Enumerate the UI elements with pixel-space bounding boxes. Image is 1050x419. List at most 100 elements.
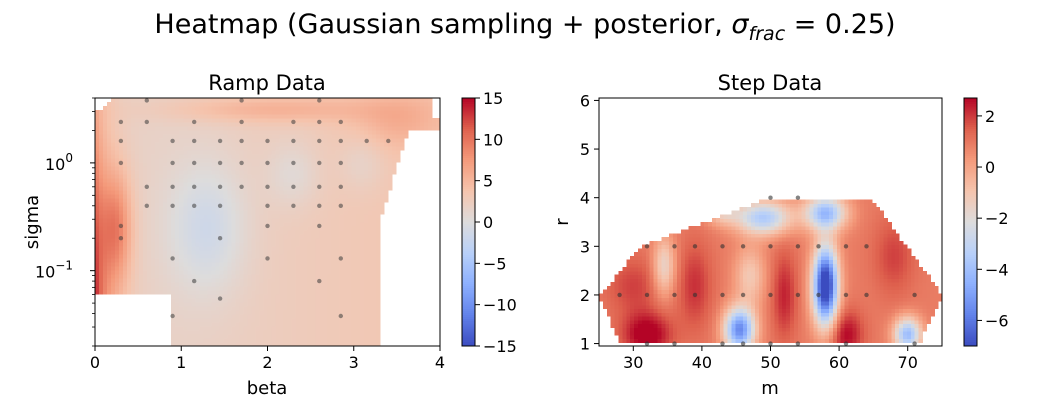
step-sample-point — [644, 341, 650, 346]
step-x-ticks: 30 40 50 60 70 — [623, 346, 918, 372]
ramp-sample-point — [239, 98, 244, 103]
ramp-title: Ramp Data — [208, 71, 326, 95]
ramp-sample-point — [192, 119, 197, 125]
ramp-x-ticks: 0 1 2 3 4 — [90, 346, 445, 372]
step-heatmap — [599, 199, 943, 343]
ramp-sample-point — [317, 184, 322, 189]
ramp-sample-point — [291, 203, 296, 208]
step-y-tick-label: 5 — [580, 140, 590, 159]
ramp-sample-point — [265, 138, 270, 144]
ramp-sample-point — [317, 203, 322, 208]
step-y-tick-label: 4 — [580, 189, 590, 208]
ramp-sample-point — [118, 138, 124, 144]
ramp-sample-point — [317, 160, 322, 166]
step-y-ticks: 1 2 3 4 5 6 — [580, 91, 599, 354]
ramp-sample-point — [317, 278, 322, 284]
ramp-sample-point — [144, 119, 149, 125]
step-sample-point — [692, 292, 698, 298]
step-sample-point — [740, 292, 746, 298]
step-sample-point — [692, 244, 698, 249]
ramp-sample-point — [217, 138, 223, 144]
step-sample-point — [768, 292, 773, 298]
step-sample-point — [644, 244, 650, 249]
ramp-sample-point — [338, 160, 343, 166]
ramp-colorbar-tick-label: 5 — [483, 172, 493, 191]
ramp-x-label: beta — [247, 378, 288, 399]
step-panel: Step Data 30 40 50 60 70 1 2 3 4 5 6 m r 2 0 −2 −4 −6 — [552, 71, 1009, 399]
ramp-sample-point — [239, 160, 244, 166]
ramp-sample-point — [192, 138, 197, 144]
step-sample-point — [795, 341, 801, 346]
step-sample-point — [768, 341, 773, 346]
step-sample-point — [644, 292, 650, 298]
ramp-sample-point — [170, 160, 175, 166]
step-sample-point — [864, 292, 869, 298]
step-sample-point — [843, 341, 849, 346]
figure-title: Heatmap (Gaussian sampling + posterior, … — [154, 9, 895, 45]
ramp-sample-point — [338, 138, 343, 144]
step-sample-point — [795, 244, 801, 249]
ramp-sample-point — [317, 138, 322, 144]
step-sample-point — [617, 292, 622, 298]
step-sample-point — [740, 341, 746, 346]
step-x-tick-label: 40 — [692, 353, 712, 372]
ramp-sample-point — [239, 138, 244, 144]
ramp-sample-point — [118, 119, 124, 125]
ramp-sample-point — [192, 203, 197, 208]
ramp-sample-point — [386, 138, 391, 144]
ramp-sample-point — [144, 184, 149, 189]
step-colorbar-tick-label: −4 — [985, 260, 1009, 279]
ramp-sample-point — [144, 203, 149, 208]
ramp-y-tick-label: 10−1 — [35, 259, 73, 282]
ramp-x-tick-label: 2 — [262, 353, 272, 372]
step-y-tick-label: 6 — [580, 91, 590, 110]
step-sample-point — [740, 244, 746, 249]
ramp-sample-point — [118, 236, 124, 241]
step-x-tick-label: 50 — [760, 353, 780, 372]
ramp-sample-point — [217, 184, 223, 189]
ramp-sample-point — [170, 203, 175, 208]
ramp-sample-point — [291, 119, 296, 125]
step-sample-point — [672, 341, 677, 346]
step-x-tick-label: 70 — [898, 353, 918, 372]
ramp-sample-point — [265, 203, 270, 208]
step-colorbar: 2 0 −2 −4 −6 — [963, 97, 1009, 347]
step-title: Step Data — [718, 71, 823, 95]
ramp-sample-point — [170, 313, 175, 319]
ramp-colorbar-tick-label: 15 — [483, 89, 503, 108]
ramp-colorbar-tick-label: 10 — [483, 130, 503, 149]
step-sample-point — [843, 244, 849, 249]
ramp-sample-point — [338, 119, 343, 125]
ramp-x-tick-label: 3 — [349, 353, 359, 372]
ramp-sample-point — [217, 296, 223, 301]
step-sample-point — [768, 244, 773, 249]
ramp-x-tick-label: 0 — [90, 353, 100, 372]
ramp-sample-point — [265, 256, 270, 261]
ramp-sample-point — [217, 160, 223, 166]
ramp-sample-point — [170, 184, 175, 189]
ramp-sample-point — [265, 223, 270, 229]
ramp-y-label: sigma — [22, 195, 43, 249]
step-colorbar-tick-label: 0 — [985, 158, 995, 177]
ramp-sample-point — [239, 119, 244, 125]
step-sample-point — [795, 195, 801, 200]
ramp-sample-point — [338, 313, 343, 319]
step-x-tick-label: 30 — [623, 353, 643, 372]
ramp-sample-point — [118, 223, 124, 229]
step-x-label: m — [761, 378, 779, 399]
step-sample-point — [720, 341, 725, 346]
step-colorbar-tick-label: −6 — [985, 311, 1009, 330]
step-y-tick-label: 3 — [580, 237, 590, 256]
ramp-y-tick-label: 100 — [45, 151, 73, 174]
ramp-colorbar-tick-label: −10 — [483, 296, 517, 315]
ramp-x-tick-label: 4 — [435, 353, 445, 372]
step-x-tick-label: 60 — [829, 353, 849, 372]
step-sample-point — [843, 292, 849, 298]
step-sample-point — [672, 292, 677, 298]
step-sample-point — [720, 292, 725, 298]
ramp-sample-point — [317, 223, 322, 229]
step-sample-point — [864, 244, 869, 249]
ramp-colorbar-tick-label: −5 — [483, 254, 507, 273]
ramp-sample-point — [338, 256, 343, 261]
